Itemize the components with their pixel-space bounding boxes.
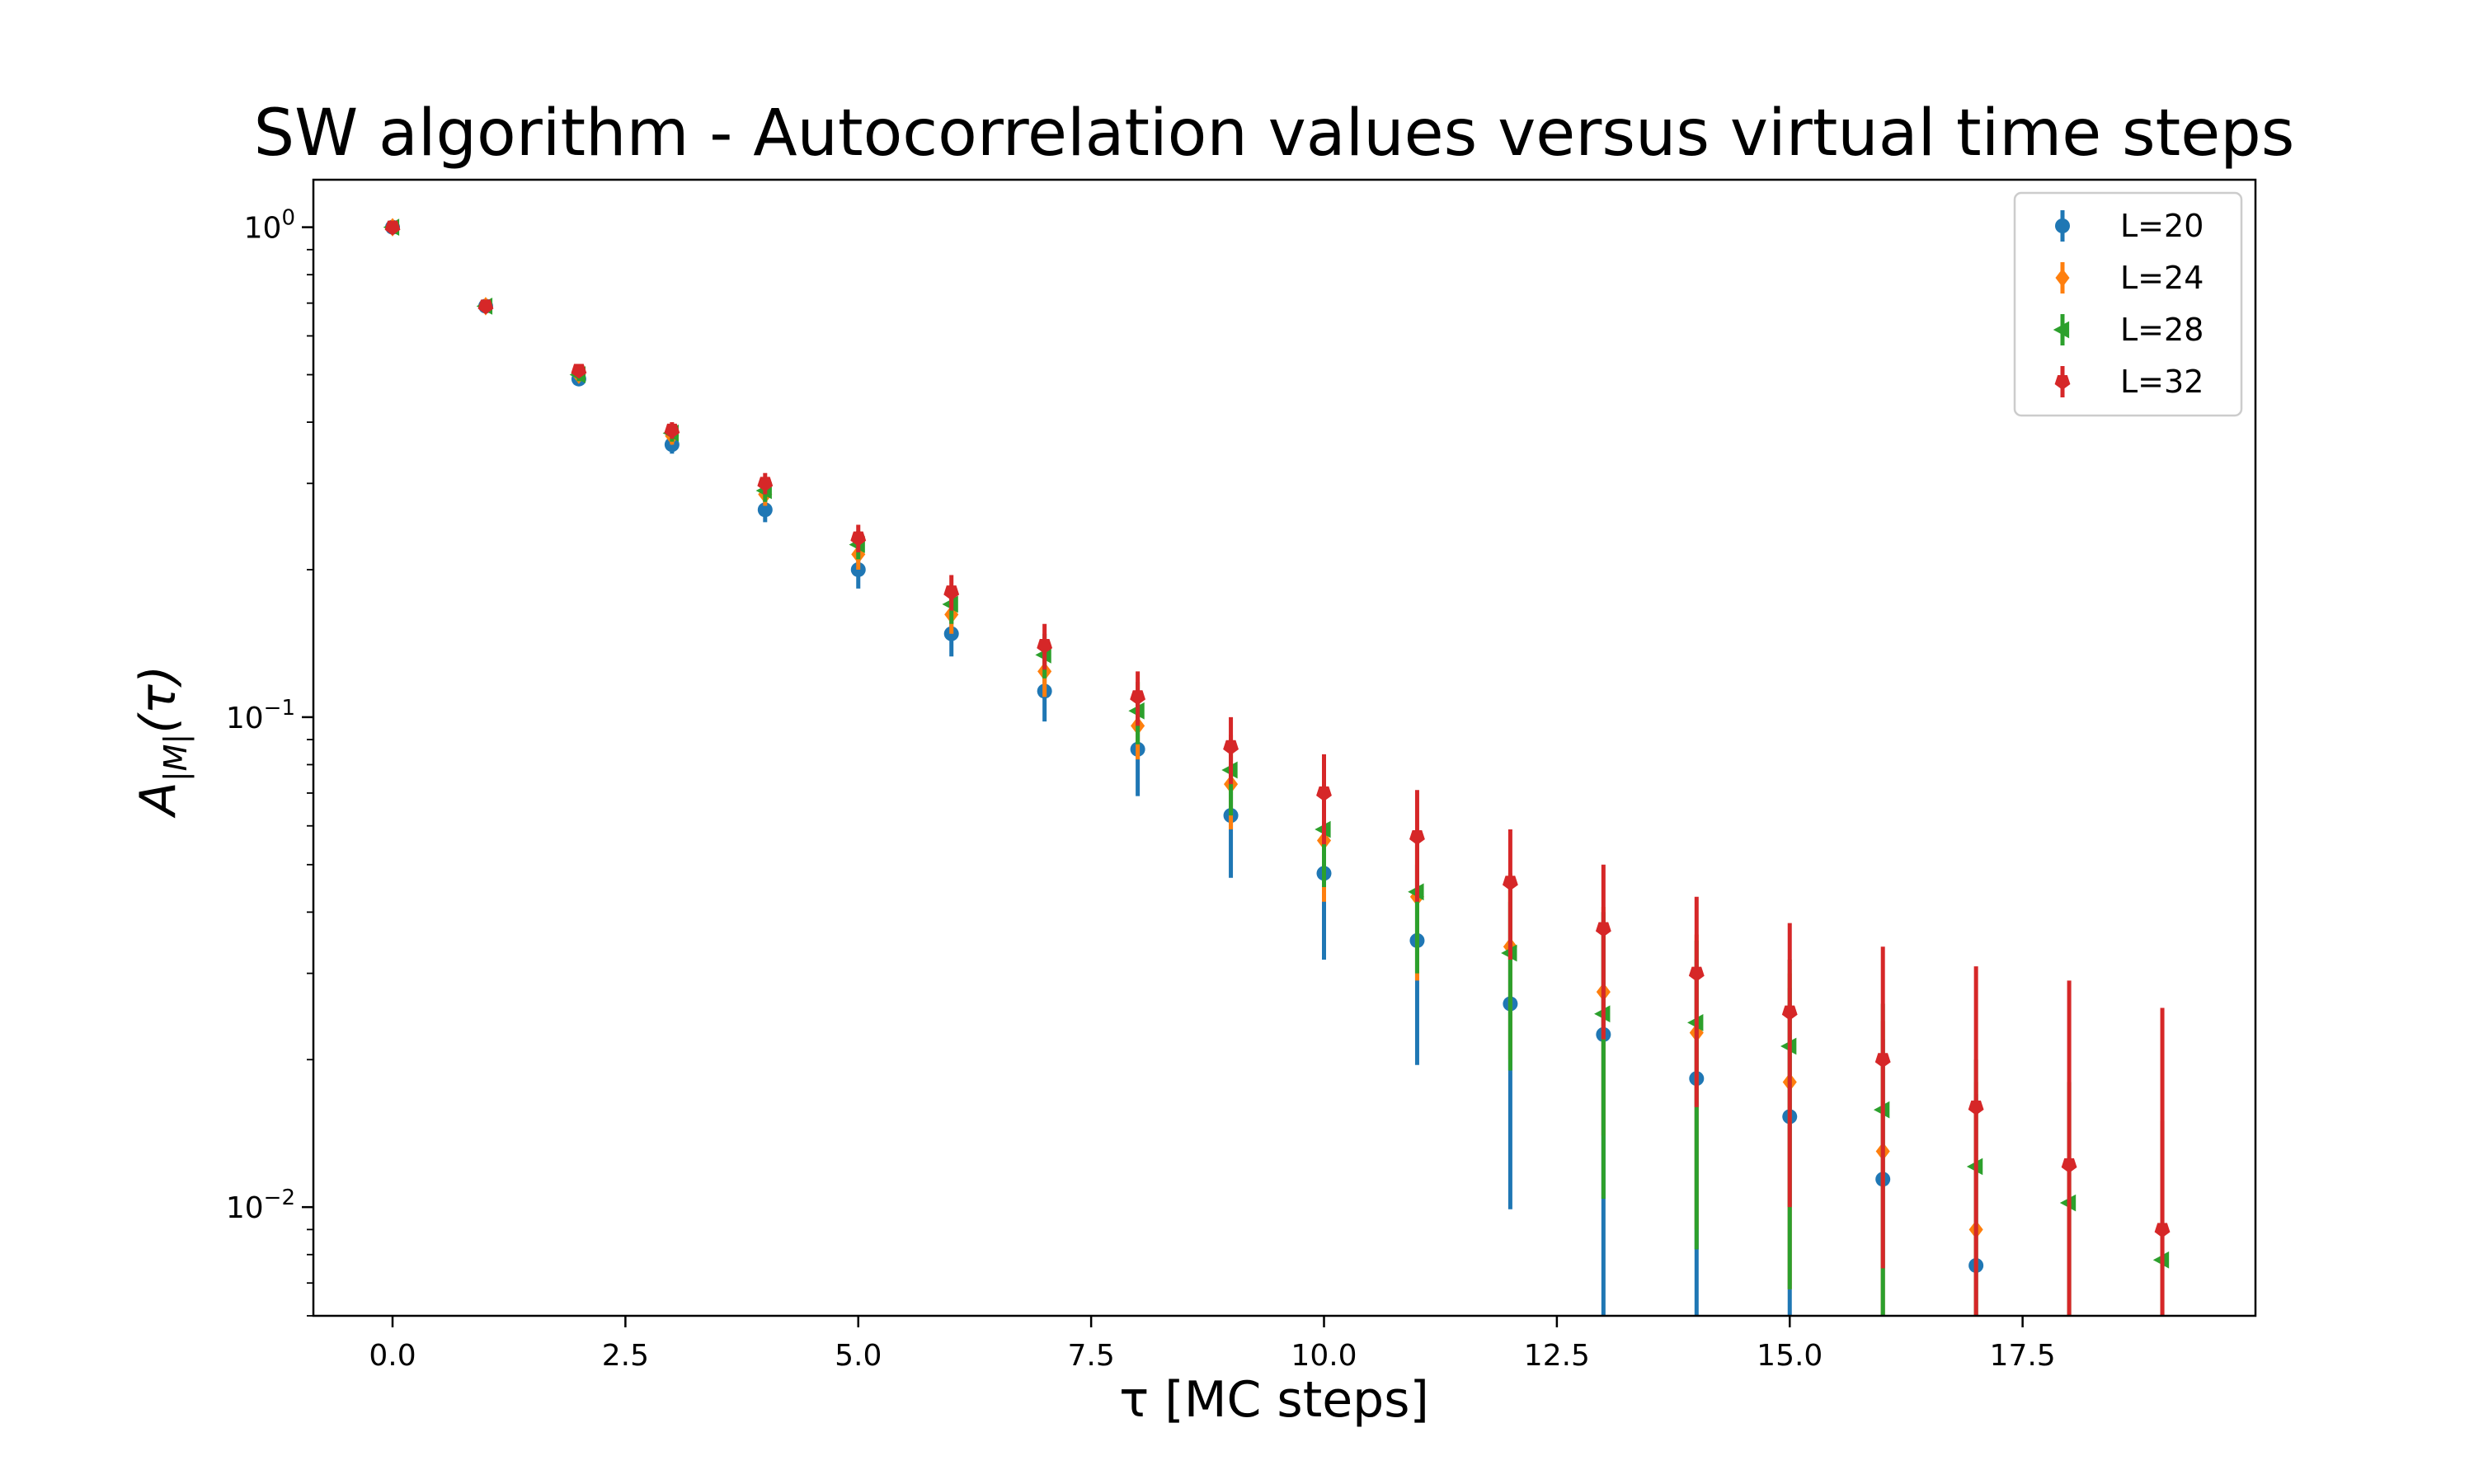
data-point [1502,876,1518,891]
y-axis-label-suffix: (τ) [129,665,187,734]
x-tick-label: 10.0 [1291,1339,1357,1373]
x-tick-label: 5.0 [835,1339,882,1373]
legend-item: L=28 [2053,312,2204,348]
legend-label: L=32 [2120,364,2204,400]
series-l20 [385,219,1984,1316]
y-axis: 100 10−1 10−2 [226,206,313,1317]
data-point [1688,966,1705,982]
legend-marker [2055,268,2070,288]
data-point [477,299,494,315]
series-l24 [385,218,1983,1316]
data-point [1037,639,1053,654]
x-tick-label: 7.5 [1067,1339,1114,1373]
data-point [757,477,774,492]
series-l28 [383,218,2170,1316]
x-tick-label: 0.0 [369,1339,416,1373]
legend-marker [2053,321,2070,339]
plot-area [312,178,2257,1317]
data-point [1130,690,1146,706]
y-axis-label-base: A [129,782,187,819]
data-point [1316,786,1332,801]
x-tick-label: 15.0 [1757,1339,1823,1373]
plot-frame [312,178,2257,1317]
series-layer [383,218,2171,1316]
data-point [664,423,680,439]
data-point [2154,1223,2171,1238]
data-point [384,220,401,236]
y-tick-label: 100 [244,206,295,246]
legend: L=20 L=24 L=28 L=32 [2013,191,2243,417]
x-tick-label: 12.5 [1524,1339,1590,1373]
data-point [1409,829,1425,845]
data-point [2061,1158,2077,1173]
data-point [1781,1005,1798,1021]
series-l32 [384,220,2171,1316]
data-point [1223,740,1239,755]
y-axis-label: A|M|(τ) [129,665,195,819]
data-point [1968,1100,1984,1115]
y-tick-label: 10−2 [226,1186,295,1225]
data-point [850,531,867,547]
data-point [571,364,587,379]
legend-label: L=28 [2120,312,2204,348]
legend-item: L=32 [2054,364,2204,400]
data-point [757,502,773,518]
y-axis-label-subscript: |M| [158,734,195,782]
data-point [1874,1053,1891,1068]
x-axis: 0.0 2.5 5.0 7.5 10.0 12.5 15.0 17.5 [369,1316,2056,1373]
legend-item: L=20 [2055,208,2204,244]
y-tick-label: 10−1 [226,696,295,735]
chart-title: SW algorithm - Autocorrelation values ve… [254,96,2295,171]
data-point [943,585,960,601]
legend-frame [2013,191,2243,417]
data-point [1595,922,1611,937]
legend-label: L=24 [2120,260,2204,296]
legend-marker [2054,374,2071,390]
legend-marker [2055,218,2070,233]
legend-label: L=20 [2120,208,2204,244]
x-axis-label: τ [MC steps] [1119,1371,1429,1429]
legend-item: L=24 [2055,260,2204,296]
x-tick-label: 17.5 [1990,1339,2056,1373]
x-tick-label: 2.5 [602,1339,649,1373]
